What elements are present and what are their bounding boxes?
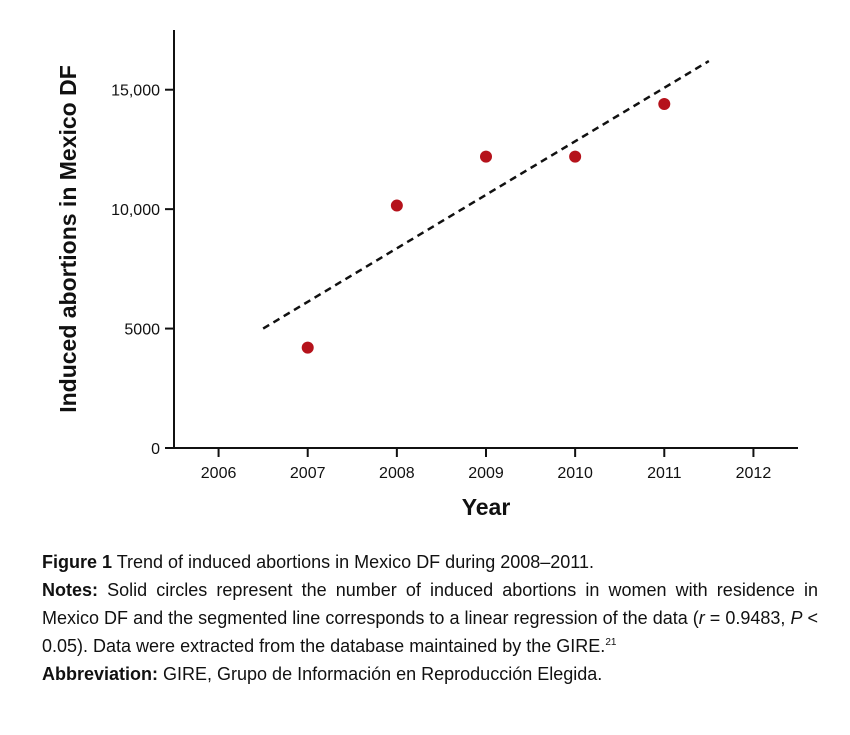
figure-caption-line: Figure 1 Trend of induced abortions in M… — [42, 548, 818, 576]
figure-caption: Figure 1 Trend of induced abortions in M… — [42, 548, 818, 688]
figure-caption-text: Trend of induced abortions in Mexico DF … — [112, 552, 594, 572]
notes-label: Notes: — [42, 580, 99, 600]
notes-r-symbol: r — [698, 608, 705, 628]
y-tick-label: 15,000 — [111, 83, 160, 100]
notes-text-2: = 0.9483, — [704, 608, 791, 628]
abbreviation-text: GIRE, Grupo de Información en Reproducci… — [158, 664, 603, 684]
abbreviation-line: Abbreviation: GIRE, Grupo de Información… — [42, 660, 818, 688]
y-tick-label: 5000 — [124, 322, 160, 339]
x-tick-label: 2006 — [201, 465, 237, 482]
scatter-chart: 0 5000 10,000 15,000 2006 2007 2008 2009 2010 201… — [55, 30, 798, 520]
abbreviation-label: Abbreviation: — [42, 664, 159, 684]
y-tick-label: 10,000 — [111, 202, 160, 219]
data-point — [480, 150, 492, 163]
x-tick-label: 2007 — [290, 465, 326, 482]
y-tick-label: 0 — [151, 441, 160, 458]
data-point — [569, 150, 582, 163]
axes: 0 5000 10,000 15,000 2006 2007 2008 2009 2010 201… — [111, 30, 798, 482]
reference-superscript: 21 — [605, 637, 617, 648]
x-tick-label: 2010 — [557, 465, 593, 482]
y-axis-title: Induced abortions in Mexico DF — [55, 65, 81, 413]
x-tick-label: 2012 — [736, 465, 772, 482]
regression-line-group — [262, 59, 710, 330]
figure-label: Figure 1 — [42, 552, 113, 572]
x-tick-label: 2008 — [379, 465, 415, 482]
regression-line — [262, 59, 710, 330]
data-points — [301, 98, 671, 354]
notes-paragraph: Notes: Solid circles represent the numbe… — [42, 576, 818, 660]
notes-text-3: < 0.05). Data were extracted from the da… — [42, 608, 819, 656]
data-point — [390, 199, 403, 212]
x-tick-label: 2009 — [468, 465, 504, 482]
notes-text-1: Solid circles represent the number of in… — [42, 580, 818, 628]
data-point — [301, 341, 314, 354]
x-tick-label: 2011 — [647, 465, 682, 482]
notes-p-symbol: P — [790, 608, 803, 628]
data-point — [658, 98, 671, 111]
x-axis-title: Year — [462, 494, 511, 520]
